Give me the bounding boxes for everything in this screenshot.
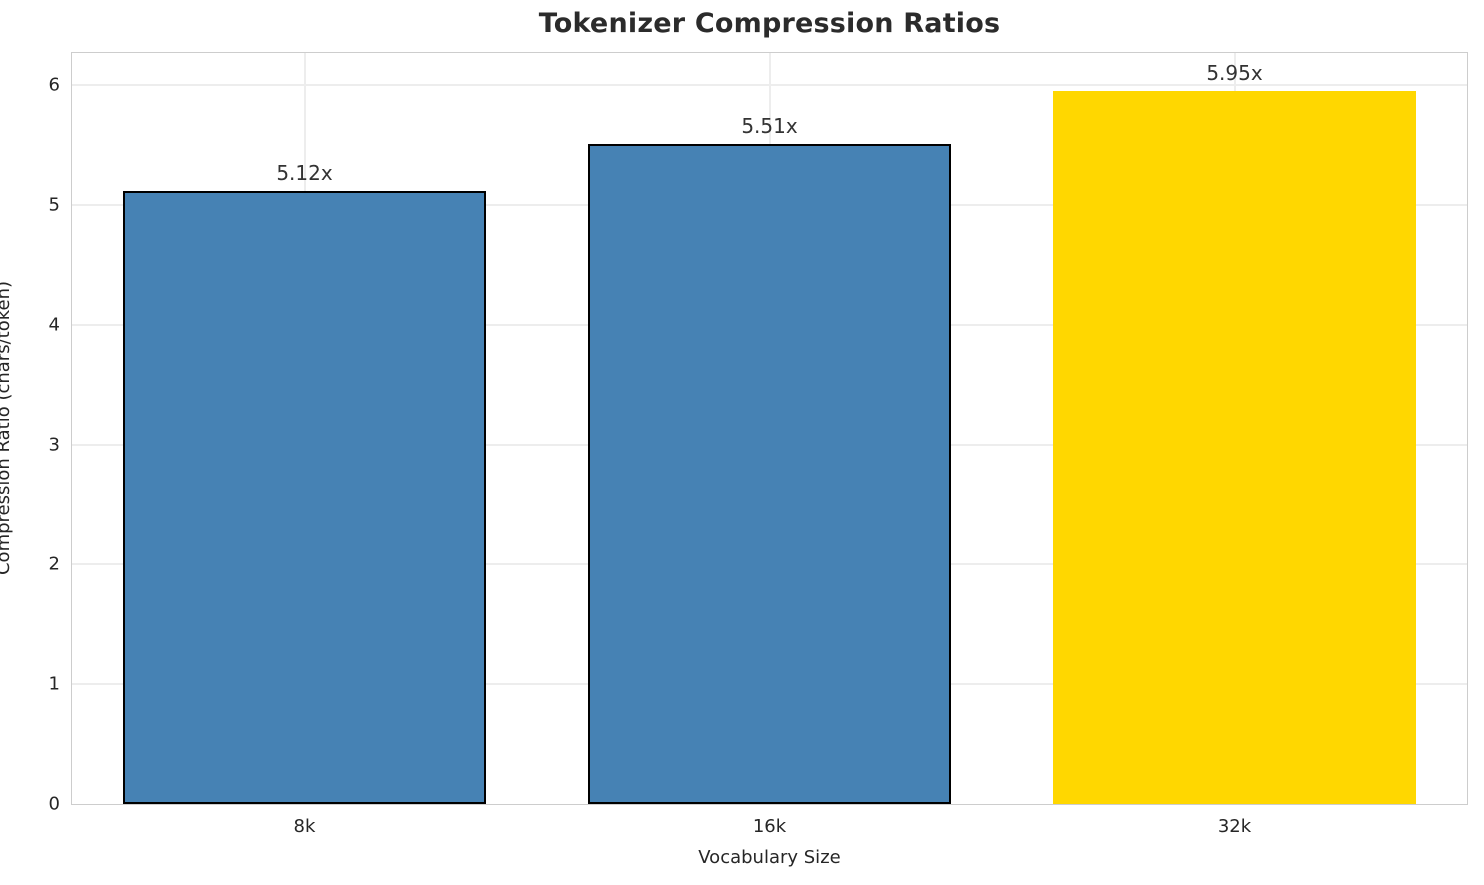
y-tick-label: 3: [48, 434, 60, 456]
y-axis-label: Compression Ratio (chars/token): [0, 280, 14, 576]
chart-title: Tokenizer Compression Ratios: [538, 8, 1001, 39]
bar-32k: [1053, 91, 1416, 804]
x-tick-label: 8k: [293, 816, 316, 837]
plot-area: 0 1 2 3 4 5 6 5.12x 8k 5.51x 16k 5.95x 32k: [49, 52, 1468, 837]
y-tick-label: 6: [48, 74, 60, 96]
x-tick-label: 16k: [752, 816, 787, 837]
y-tick-label: 5: [48, 194, 60, 216]
bar-value-label: 5.51x: [741, 114, 798, 139]
x-tick-label: 32k: [1217, 816, 1252, 837]
y-tick-label: 0: [48, 793, 60, 815]
x-axis-label: Vocabulary Size: [698, 847, 841, 868]
bar-value-label: 5.95x: [1206, 61, 1263, 86]
y-tick-label: 4: [48, 314, 60, 336]
bar-8k: [123, 190, 486, 804]
bar-16k: [588, 144, 951, 804]
bar-value-label: 5.12x: [276, 160, 333, 185]
y-tick-label: 2: [48, 553, 60, 575]
y-tick-label: 1: [48, 673, 60, 695]
